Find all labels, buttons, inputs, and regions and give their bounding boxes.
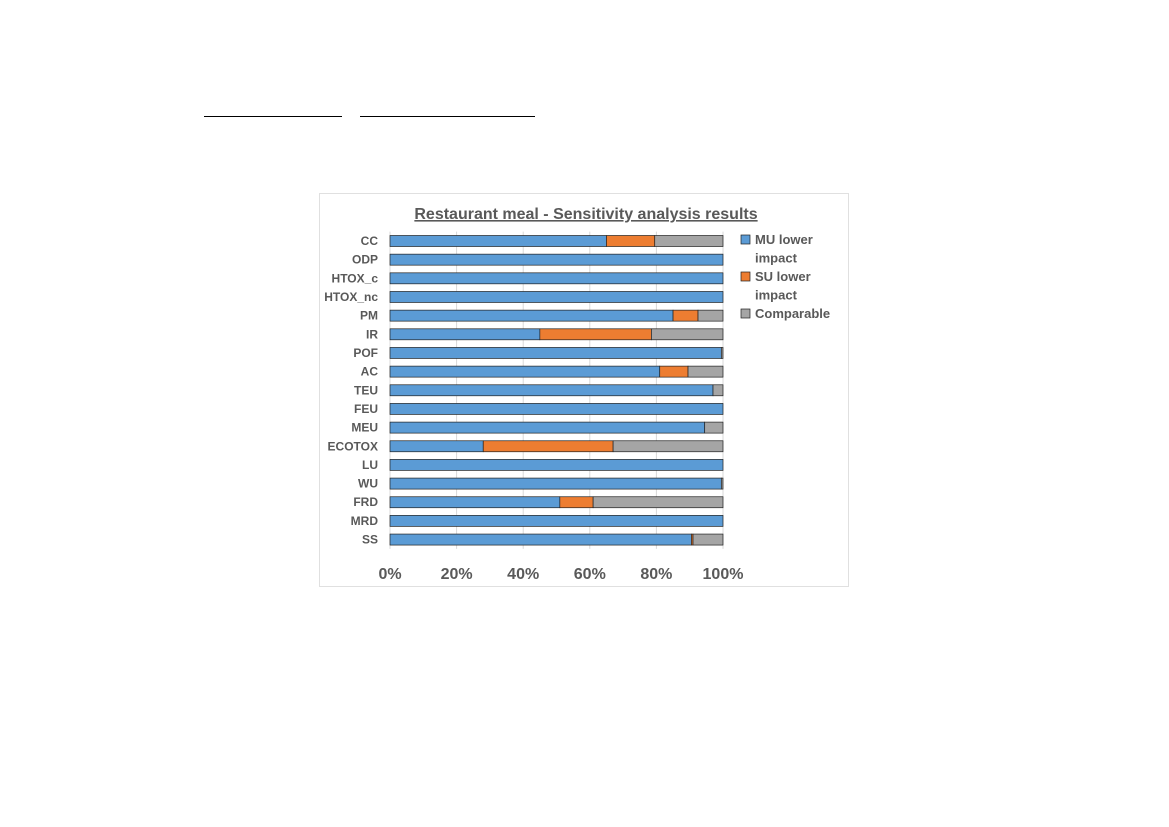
bar-segment [659, 365, 689, 378]
bar-segment [389, 365, 661, 378]
bar-segment [651, 328, 724, 341]
stacked-bar-chart: Restaurant meal - Sensitivity analysis r… [324, 206, 830, 583]
legend-label: MU lower impact [755, 232, 813, 266]
bar-segment [720, 347, 724, 359]
bar-segment [654, 235, 724, 247]
legend-swatch [740, 234, 751, 245]
x-tick-label: 40% [507, 566, 539, 583]
category-label: IR [366, 327, 378, 341]
category-label: MRD [351, 514, 379, 528]
category-label: LU [362, 458, 378, 472]
bar-segment [389, 235, 607, 247]
x-tick-label: 20% [441, 566, 473, 583]
bar-segment [720, 477, 724, 490]
legend-label: SU lower impact [755, 269, 811, 303]
bar-segment [389, 459, 724, 471]
underline-rule-left [204, 116, 342, 117]
category-label: MEU [351, 421, 378, 435]
bar-segment [606, 235, 656, 247]
bar-segment [592, 496, 724, 509]
bar-segment [389, 272, 724, 285]
x-tick-label: 100% [703, 566, 744, 583]
bar-segment [672, 309, 699, 322]
category-label: WU [358, 477, 378, 491]
bar-segment [712, 384, 724, 397]
category-labels: CC ODP HTOX_c HTOX_nc PM IR POF AC TEU FEU MEU ECOT… [324, 234, 378, 547]
category-label: AC [361, 365, 379, 379]
underline-rule-right [360, 116, 535, 117]
bar-segment [389, 496, 561, 509]
bar-segment [389, 515, 724, 527]
category-label: TEU [354, 383, 378, 397]
category-label: POF [353, 346, 378, 360]
x-tick-label: 0% [378, 566, 401, 583]
bar-segment [559, 496, 594, 509]
category-label: HTOX_nc [324, 290, 378, 304]
bar-segment [687, 365, 724, 378]
x-tick-labels: 0% 20% 40% 60% 80% 100% [378, 566, 743, 583]
category-label: HTOX_c [332, 271, 379, 285]
bar-segment [389, 384, 714, 397]
bar-segment [389, 533, 692, 546]
bar-segment [539, 328, 652, 341]
bar-segment [389, 253, 724, 266]
x-tick-label: 60% [574, 566, 606, 583]
bar-segment [389, 477, 722, 490]
chart-title: Restaurant meal - Sensitivity analysis r… [414, 206, 757, 223]
category-label: ECOTOX [328, 439, 378, 453]
bar-segment [389, 403, 724, 415]
legend-label: Comparable [755, 306, 830, 321]
bar-segment [389, 291, 724, 303]
bar-segment [482, 440, 614, 453]
bar-segment [697, 309, 724, 322]
bar-segment [389, 328, 541, 341]
category-label: PM [360, 309, 378, 323]
bar-segment [389, 440, 484, 453]
legend-swatch [740, 308, 751, 319]
category-label: CC [361, 234, 379, 248]
bar-segment [389, 347, 722, 359]
bar-segment [692, 533, 724, 546]
bar-segment [612, 440, 724, 453]
bar-segment [389, 421, 706, 434]
category-label: FRD [353, 495, 378, 509]
category-label: SS [362, 533, 378, 547]
bar-segment [704, 421, 724, 434]
x-tick-label: 80% [640, 566, 672, 583]
category-label: ODP [352, 253, 378, 267]
bar-segment [389, 309, 674, 322]
category-label: FEU [354, 402, 378, 416]
bars [389, 235, 724, 546]
chart-container: Restaurant meal - Sensitivity analysis r… [319, 193, 849, 587]
legend-swatch [740, 271, 751, 282]
